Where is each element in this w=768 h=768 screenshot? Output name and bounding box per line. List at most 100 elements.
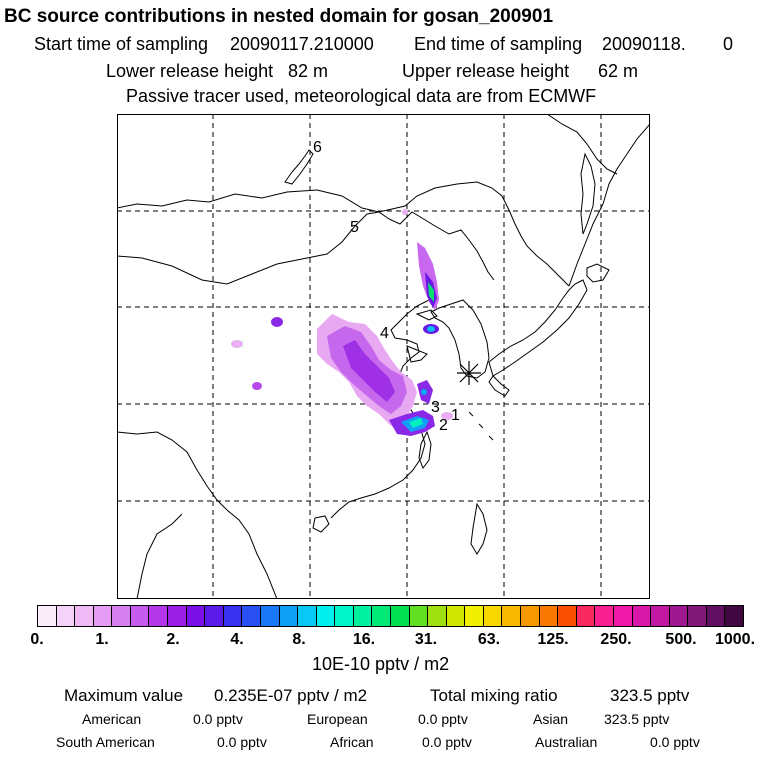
- map-canvas: 1 2 3 4 5 6: [117, 114, 650, 599]
- colorbar-segment: [279, 606, 299, 626]
- colorbar-tick-label: 16.: [352, 631, 376, 648]
- plume-patch: [428, 282, 434, 302]
- colorbar-segment: [372, 606, 391, 626]
- end-time-label: End time of sampling: [414, 34, 583, 54]
- colorbar-segment: [576, 606, 596, 626]
- end-time-value: 20090118.: [602, 34, 686, 54]
- colorbar-segment: [149, 606, 169, 626]
- region-american-label: American: [82, 711, 142, 727]
- colorbar-segment: [651, 606, 670, 626]
- colorbar-segment: [316, 606, 336, 626]
- colorbar-tick-label: 8.: [292, 631, 306, 648]
- colorbar-segment: [186, 606, 206, 626]
- max-value: 0.235E-07 pptv / m2: [214, 686, 368, 705]
- colorbar-segment: [112, 606, 131, 626]
- plume-patch: [409, 418, 423, 428]
- region-south-american-value: 0.0 pptv: [217, 734, 267, 750]
- region-american-value: 0.0 pptv: [193, 711, 243, 727]
- region-label: 2: [439, 417, 448, 434]
- colorbar-segment: [56, 606, 76, 626]
- max-value-label: Maximum value: [64, 686, 184, 705]
- start-time-value: 20090117.210000: [230, 34, 374, 54]
- map-gridlines: [117, 114, 650, 599]
- colorbar-segment: [75, 606, 94, 626]
- colorbar-segment: [353, 606, 373, 626]
- plume-patch: [441, 412, 453, 420]
- colorbar-segment: [725, 606, 743, 626]
- region-asian-value: 323.5 pptv: [604, 711, 670, 727]
- colorbar-tick-label: 500.: [665, 631, 697, 648]
- colorbar-segment: [446, 606, 466, 626]
- lower-height-label: Lower release height: [106, 61, 274, 81]
- colorbar-tick-label: 63.: [477, 631, 501, 648]
- map-frame: [117, 114, 650, 599]
- region-label: 6: [313, 139, 322, 156]
- colorbar-tick-label: 4.: [230, 631, 244, 648]
- colorbar-tick-label: 2.: [166, 631, 180, 648]
- colorbar-segment: [483, 606, 503, 626]
- tracer-note: Passive tracer used, meteorological data…: [126, 86, 597, 106]
- plume-patch: [343, 340, 395, 402]
- page-title: BC source contributions in nested domain…: [4, 6, 554, 27]
- region-label: 4: [380, 325, 389, 342]
- total-mixing-label: Total mixing ratio: [430, 686, 558, 705]
- plume-patch: [421, 389, 427, 395]
- plume-patch: [252, 382, 262, 390]
- end-time-extra: 0: [723, 34, 734, 54]
- region-label: 3: [431, 399, 440, 416]
- colorbar-tick-label: 1.: [95, 631, 109, 648]
- colorbar-segment: [595, 606, 614, 626]
- colorbar-segment: [428, 606, 447, 626]
- colorbar-segment: [558, 606, 577, 626]
- colorbar-segment: [260, 606, 280, 626]
- colorbar-segment: [521, 606, 540, 626]
- upper-height-value: 62 m: [598, 61, 639, 81]
- colorbar-segment: [93, 606, 113, 626]
- plume-patch: [402, 209, 408, 215]
- start-time-label: Start time of sampling: [34, 34, 209, 54]
- colorbar: [37, 605, 744, 627]
- colorbar-segment: [335, 606, 354, 626]
- colorbar-segment: [390, 606, 410, 626]
- asterisk-icon: [457, 361, 481, 385]
- colorbar-segment: [205, 606, 224, 626]
- colorbar-segment: [409, 606, 429, 626]
- plume-patch: [427, 326, 435, 332]
- plume-field: [231, 209, 453, 436]
- region-asian-label: Asian: [533, 711, 569, 727]
- colorbar-segment: [465, 606, 484, 626]
- colorbar-unit: 10E-10 pptv / m2: [312, 654, 450, 674]
- region-label: 5: [350, 219, 359, 236]
- colorbar-tick-label: 1000.: [714, 631, 756, 648]
- colorbar-segment: [688, 606, 707, 626]
- colorbar-segment: [669, 606, 689, 626]
- region-european-value: 0.0 pptv: [418, 711, 468, 727]
- colorbar-segment: [632, 606, 652, 626]
- colorbar-segment: [130, 606, 150, 626]
- colorbar-segment: [613, 606, 633, 626]
- region-south-american-label: South American: [56, 734, 155, 750]
- colorbar-segment: [168, 606, 187, 626]
- region-label: 1: [451, 407, 460, 424]
- total-mixing-value: 323.5 pptv: [610, 686, 690, 705]
- region-australian-value: 0.0 pptv: [650, 734, 700, 750]
- region-australian-label: Australian: [535, 734, 598, 750]
- colorbar-segment: [706, 606, 726, 626]
- colorbar-tick-label: 31.: [414, 631, 438, 648]
- region-european-label: European: [307, 711, 368, 727]
- upper-height-label: Upper release height: [402, 61, 570, 81]
- colorbar-tick-label: 125.: [537, 631, 569, 648]
- plume-patch: [231, 340, 243, 348]
- colorbar-tick-label: 250.: [600, 631, 632, 648]
- colorbar-segment: [539, 606, 559, 626]
- colorbar-segment: [38, 606, 57, 626]
- colorbar-tick-label: 0.: [30, 631, 44, 648]
- colorbar-segment: [242, 606, 261, 626]
- colorbar-segment: [298, 606, 317, 626]
- colorbar-segment: [223, 606, 243, 626]
- colorbar-segment: [502, 606, 522, 626]
- lower-height-value: 82 m: [288, 61, 329, 81]
- region-african-label: African: [330, 734, 374, 750]
- plume-patch: [271, 317, 283, 327]
- region-african-value: 0.0 pptv: [422, 734, 472, 750]
